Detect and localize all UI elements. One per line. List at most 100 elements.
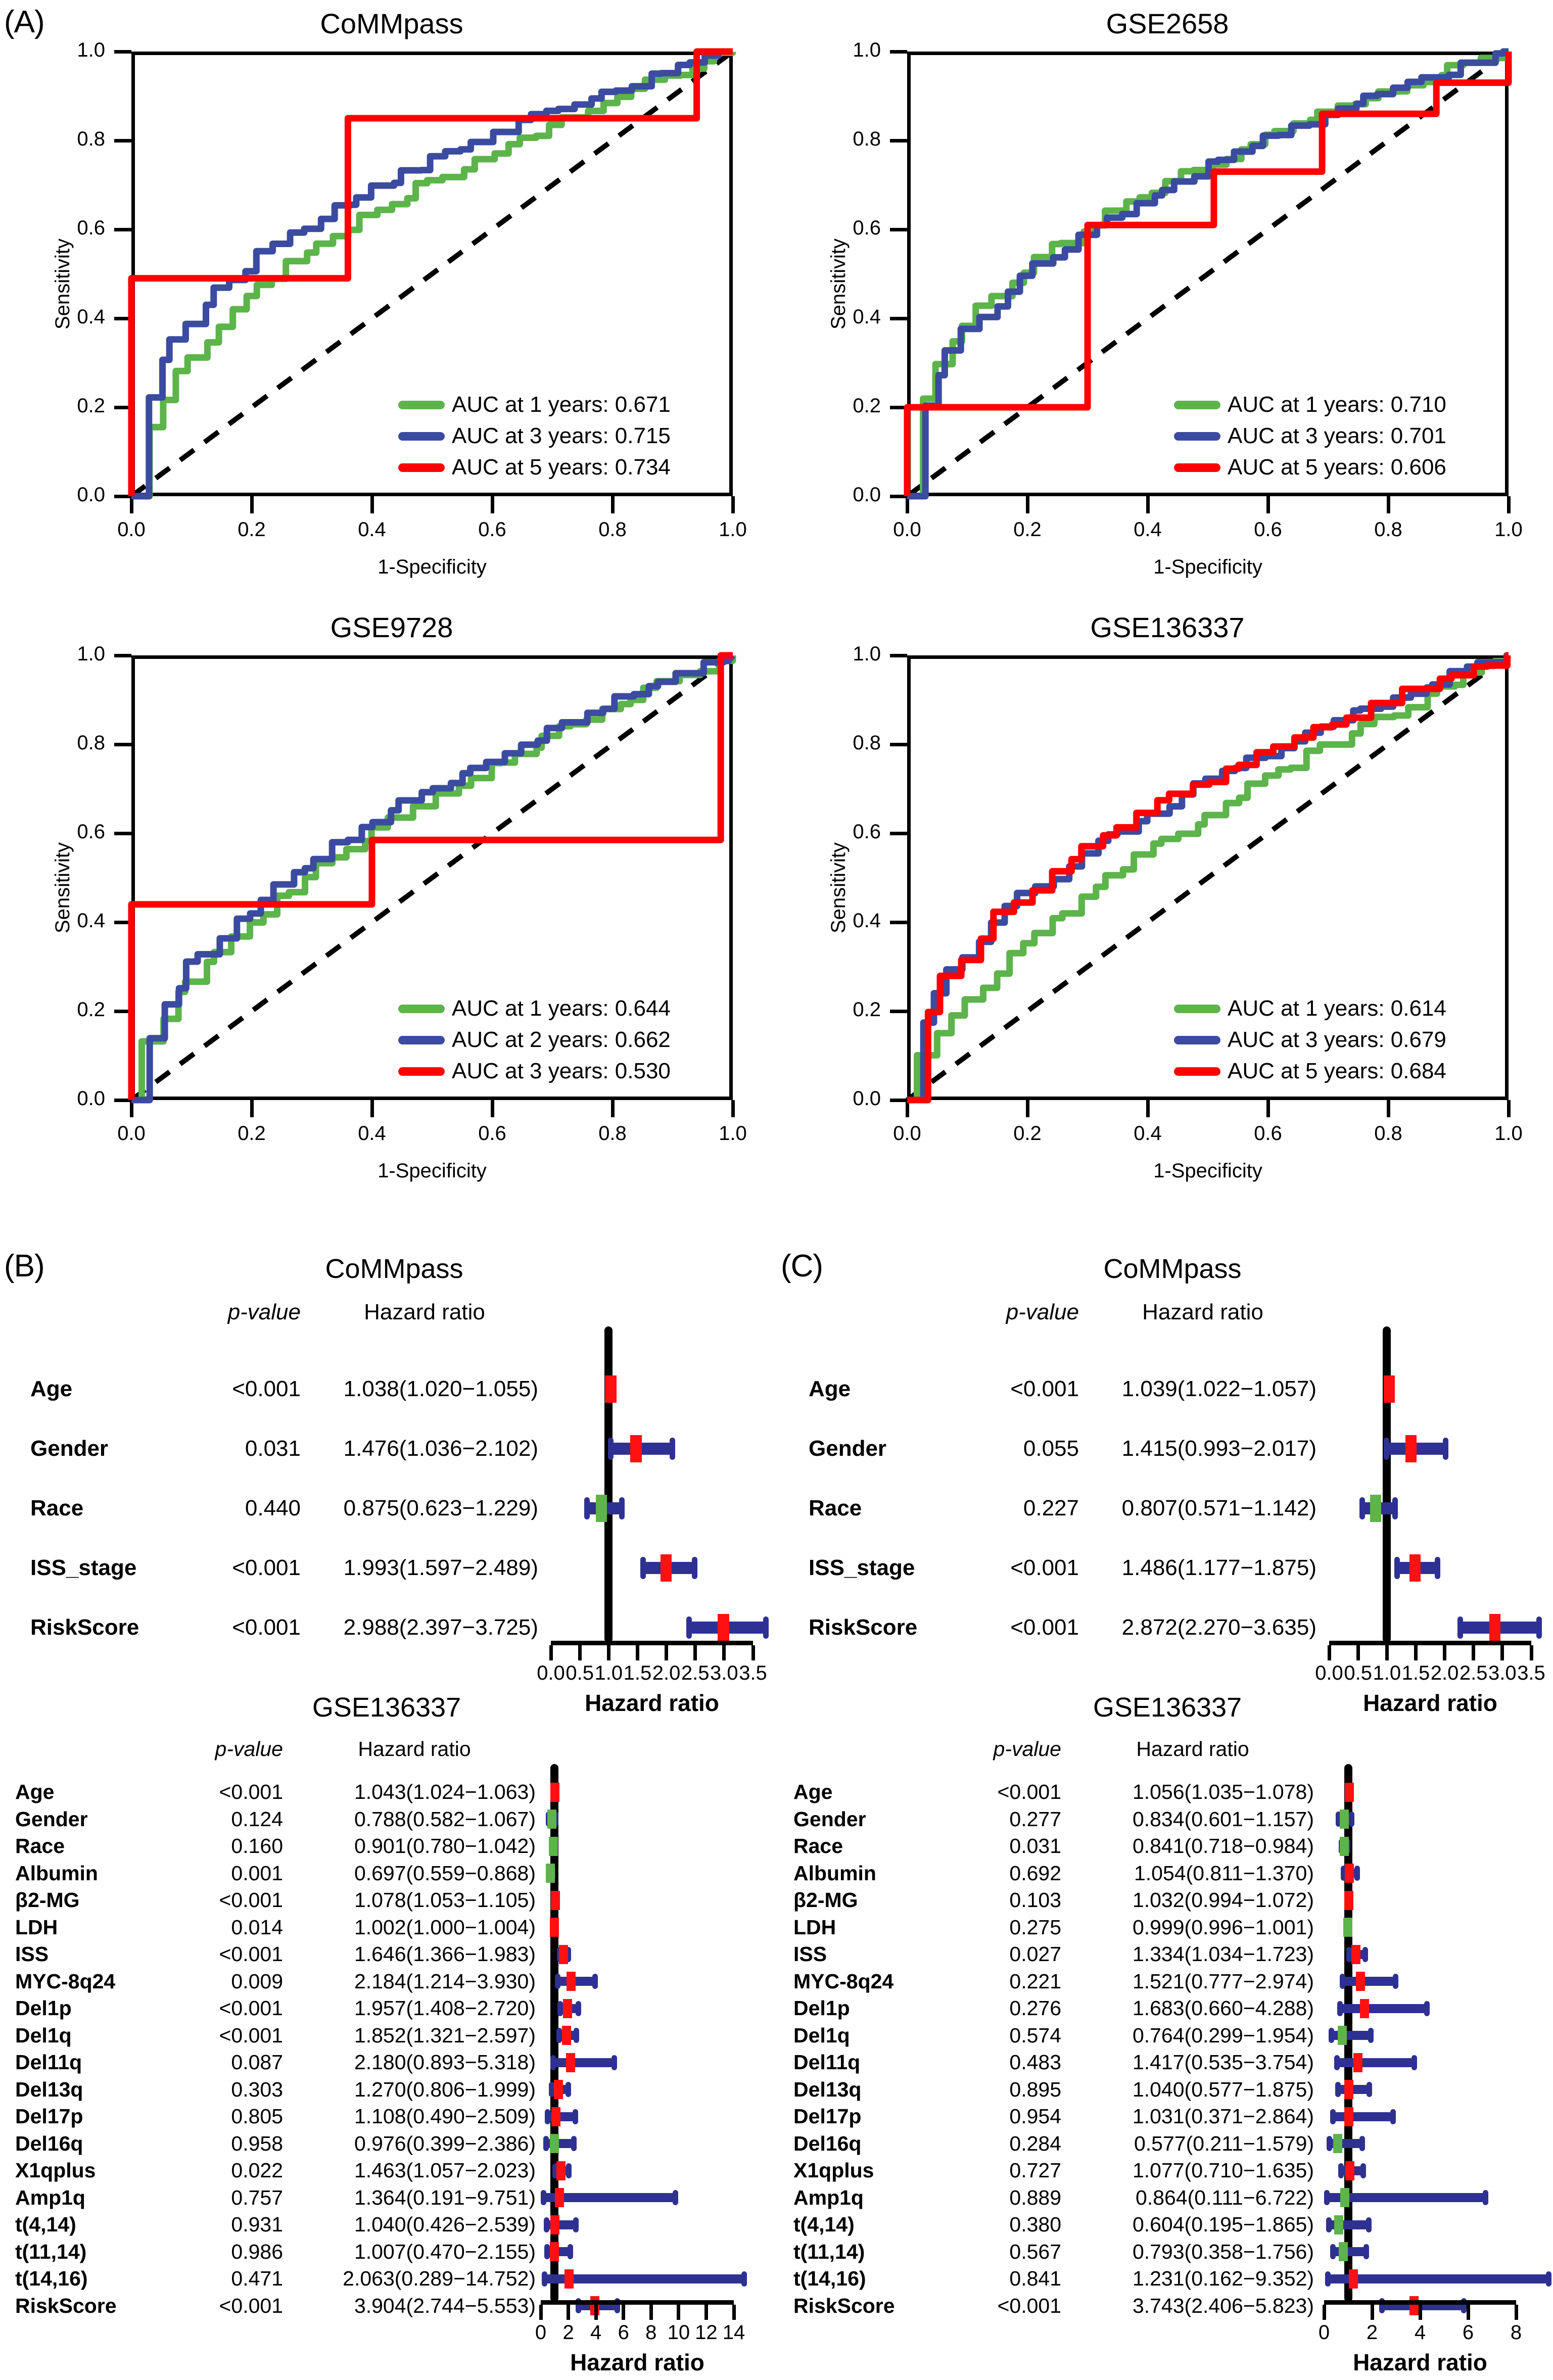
row-pvalue: <0.001 xyxy=(219,1780,283,1804)
forest-row: t(11,14) 0.986 1.007(0.470−2.155) xyxy=(15,2239,758,2266)
x-tick-label: 1.0 xyxy=(1494,1122,1523,1145)
forest-row: Albumin 0.001 0.697(0.559−0.868) xyxy=(15,1860,758,1887)
x-tick-label: 0.6 xyxy=(478,1122,506,1145)
row-pvalue: 0.227 xyxy=(1023,1496,1079,1520)
x-tick-label: 1.0 xyxy=(719,518,747,541)
ci-cap-left xyxy=(1337,2001,1343,2016)
row-pvalue: 0.805 xyxy=(231,2105,283,2128)
row-variable: ISS_stage xyxy=(30,1555,137,1580)
col-header-pvalue: p-value xyxy=(215,1737,283,1760)
col-header-hazard-ratio: Hazard ratio xyxy=(364,1300,485,1324)
row-variable: RiskScore xyxy=(793,2294,895,2317)
row-pvalue: <0.001 xyxy=(997,1780,1061,1804)
chart-legend: AUC at 1 years: 0.614 AUC at 3 years: 0.6… xyxy=(1174,993,1497,1087)
y-tick-mark xyxy=(114,50,131,54)
row-variable: RiskScore xyxy=(30,1615,139,1640)
y-tick-mark xyxy=(890,831,907,835)
ci-cap-right xyxy=(1461,2298,1467,2314)
x-tick-mark xyxy=(732,2305,736,2320)
ci-cap-right xyxy=(1363,2244,1369,2260)
legend-item: AUC at 5 years: 0.734 xyxy=(398,452,722,483)
x-tick-label: 0 xyxy=(1318,2321,1330,2344)
ci-cap-right xyxy=(565,1946,571,1962)
row-variable: MYC-8q24 xyxy=(15,1969,116,1993)
x-tick-label: 0.8 xyxy=(598,1122,627,1145)
x-tick-label: 0.6 xyxy=(1254,1122,1282,1145)
row-hazard-ratio: 1.683(0.660−4.288) xyxy=(1132,1996,1314,2020)
row-hazard-ratio: 1.078(1.053−1.105) xyxy=(354,1888,536,1912)
roc-series-red xyxy=(128,48,733,496)
row-variable: Albumin xyxy=(793,1861,876,1885)
col-header-hazard-ratio: Hazard ratio xyxy=(1142,1300,1263,1324)
row-variable: Del13q xyxy=(15,2077,83,2101)
row-pvalue: <0.001 xyxy=(232,1615,301,1640)
row-hazard-ratio: 1.032(0.994−1.072) xyxy=(1132,1888,1314,1912)
row-variable: ISS xyxy=(793,1942,827,1966)
row-variable: β2-MG xyxy=(15,1888,80,1912)
legend-item: AUC at 3 years: 0.679 xyxy=(1174,1024,1497,1056)
x-axis-line xyxy=(541,2300,734,2305)
row-pvalue: 0.692 xyxy=(1009,1861,1061,1885)
ci-cap-right xyxy=(1390,2109,1396,2124)
row-hazard-ratio: 3.743(2.406−5.823) xyxy=(1132,2294,1314,2317)
point-estimate-marker xyxy=(1356,1972,1366,1991)
row-variable: t(4,14) xyxy=(15,2213,76,2236)
ci-cap-left xyxy=(1383,1437,1389,1460)
ci-cap-right xyxy=(568,2244,574,2260)
point-estimate-marker xyxy=(561,2026,571,2045)
x-tick-label: 14 xyxy=(722,2321,745,2344)
row-pvalue: <0.001 xyxy=(997,2294,1061,2317)
point-estimate-marker xyxy=(595,1494,607,1522)
x-tick-mark xyxy=(1507,496,1511,513)
x-tick-mark xyxy=(1529,1645,1533,1660)
x-tick-label: 0.0 xyxy=(117,518,146,541)
y-tick-mark xyxy=(890,920,907,924)
confidence-interval-bar xyxy=(1340,2004,1427,2013)
y-tick-label: 0.4 xyxy=(853,910,881,932)
row-variable: t(4,14) xyxy=(793,2213,855,2236)
legend-swatch-green xyxy=(398,1004,445,1013)
x-axis-title: Hazard ratio xyxy=(585,1689,719,1716)
forest-row: Age <0.001 1.039(1.022−1.057) xyxy=(809,1359,1536,1419)
ci-cap-left xyxy=(1338,2163,1344,2178)
x-tick-mark xyxy=(905,1100,909,1117)
forest-row: Race 0.031 0.841(0.718−0.984) xyxy=(793,1833,1541,1860)
legend-label: AUC at 1 years: 0.671 xyxy=(452,392,671,417)
row-hazard-ratio: 0.697(0.559−0.868) xyxy=(354,1861,536,1885)
x-tick-mark xyxy=(1443,1645,1447,1660)
row-hazard-ratio: 1.007(0.470−2.155) xyxy=(354,2240,536,2263)
legend-swatch-green xyxy=(398,400,445,409)
x-tick-mark xyxy=(1472,1645,1476,1660)
x-tick-label: 2.5 xyxy=(681,1661,710,1684)
ci-cap-left xyxy=(1359,1497,1365,1520)
forest-row: MYC-8q24 0.221 1.521(0.777−2.974) xyxy=(793,1968,1541,1995)
ci-cap-left xyxy=(1379,2298,1385,2314)
y-tick-mark xyxy=(890,50,907,54)
x-tick-label: 1.0 xyxy=(594,1661,623,1684)
row-variable: LDH xyxy=(15,1915,58,1939)
ci-cap-right xyxy=(619,1497,625,1520)
point-estimate-marker xyxy=(566,1972,576,1991)
row-hazard-ratio: 0.764(0.299−1.954) xyxy=(1132,2023,1314,2047)
x-tick-label: 3.0 xyxy=(710,1661,738,1684)
row-hazard-ratio: 2.872(2.270−3.635) xyxy=(1121,1615,1316,1640)
forest-row: Gender 0.124 0.788(0.582−1.067) xyxy=(15,1806,758,1833)
x-tick-label: 1.0 xyxy=(719,1122,747,1145)
ci-cap-right xyxy=(1424,2001,1430,2016)
ci-cap-left xyxy=(1326,2136,1332,2152)
row-hazard-ratio: 1.040(0.577−1.875) xyxy=(1132,2077,1314,2101)
x-tick-label: 2 xyxy=(562,2321,574,2344)
row-variable: Age xyxy=(30,1376,73,1401)
row-pvalue: 0.440 xyxy=(245,1496,301,1520)
x-tick-mark xyxy=(1146,1100,1150,1117)
x-tick-label: 8 xyxy=(645,2321,657,2344)
legend-item: AUC at 3 years: 0.530 xyxy=(398,1056,722,1087)
x-tick-mark xyxy=(1385,1645,1389,1660)
roc-curves xyxy=(128,48,736,500)
ci-cap-left xyxy=(540,2190,546,2206)
point-estimate-marker xyxy=(605,1375,617,1403)
x-tick-label: 1.5 xyxy=(1401,1661,1430,1684)
x-tick-mark xyxy=(1500,1645,1504,1660)
forest-row: Del1q <0.001 1.852(1.321−2.597) xyxy=(15,2022,758,2050)
point-estimate-marker xyxy=(718,1613,729,1642)
